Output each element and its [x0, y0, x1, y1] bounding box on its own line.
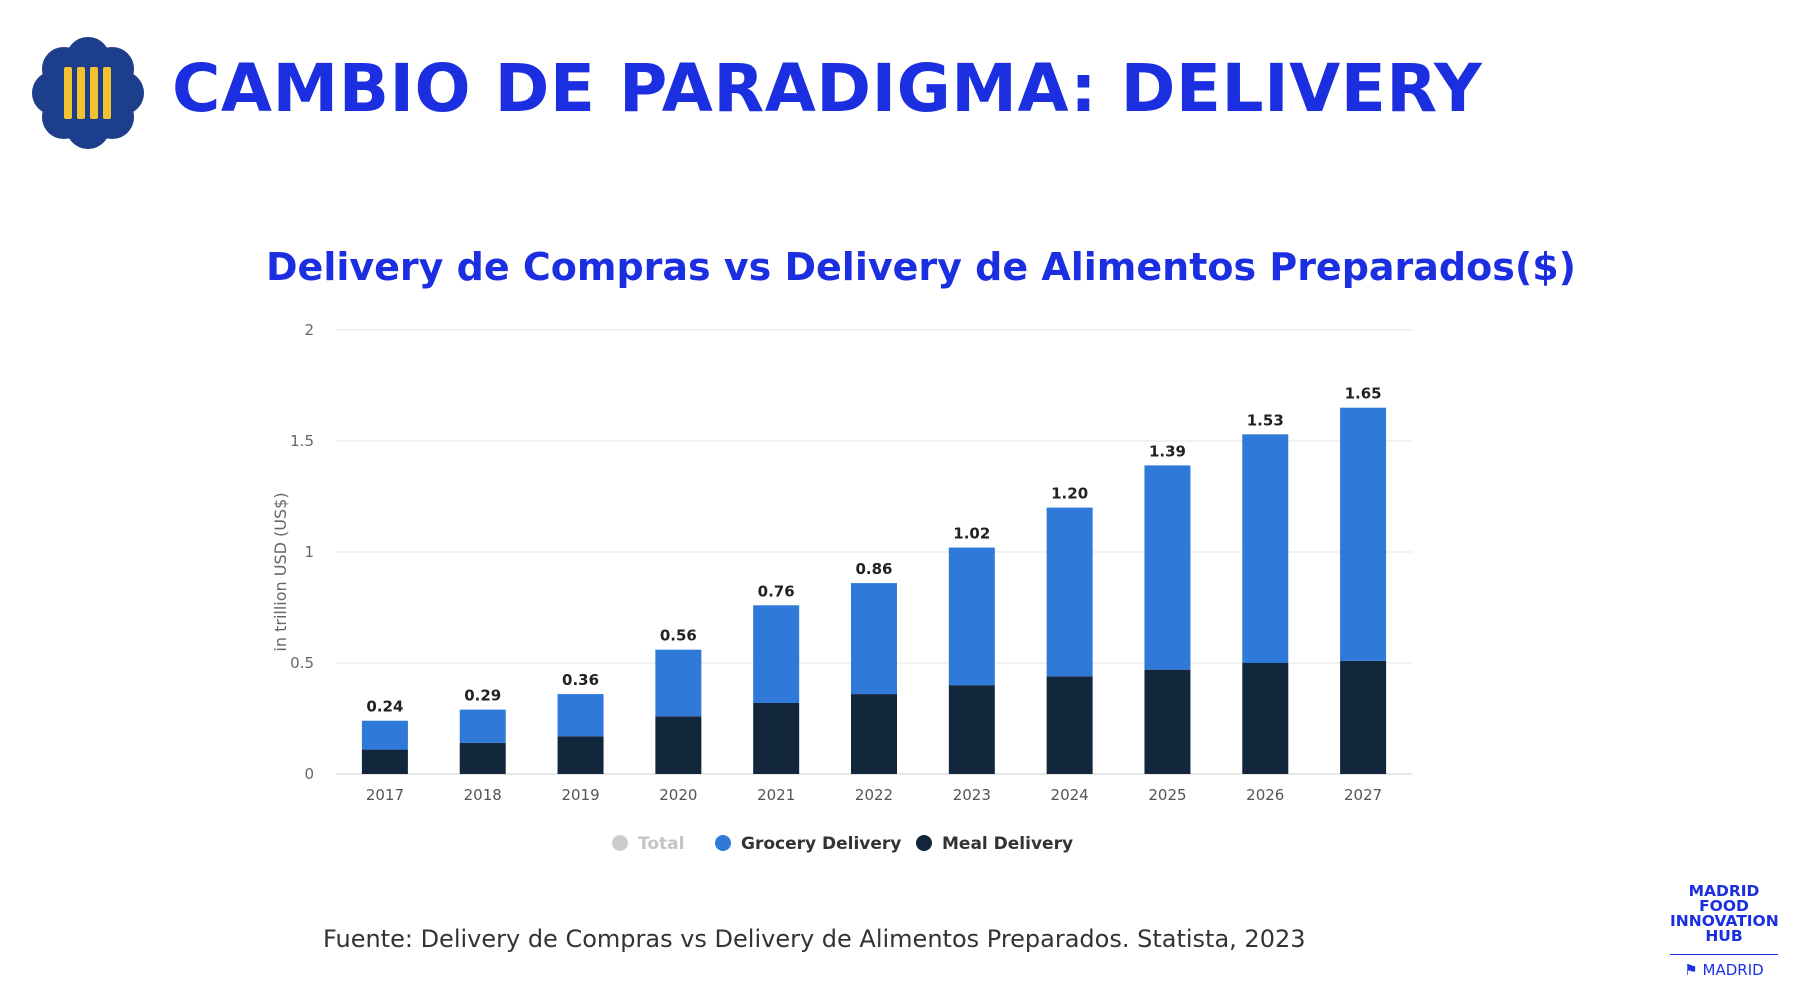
x-tick-label: 2019 — [561, 786, 599, 804]
bar-grocery-delivery — [1242, 434, 1289, 663]
data-label: 0.56 — [660, 627, 697, 645]
flower-logo-icon — [32, 37, 144, 149]
hub-logo-line: HUB — [1705, 927, 1743, 945]
page-title: CAMBIO DE PARADIGMA: DELIVERY — [172, 50, 1483, 127]
bar-meal-delivery — [655, 716, 702, 774]
hub-logo-city-label: MADRID — [1702, 961, 1764, 979]
x-tick-label: 2022 — [855, 786, 893, 804]
bar-meal-delivery — [948, 685, 995, 774]
y-tick-label: 1 — [304, 543, 314, 561]
legend-label: Meal Delivery — [942, 834, 1073, 854]
bar-meal-delivery — [1242, 663, 1289, 774]
bar-meal-delivery — [557, 736, 604, 774]
logo-stripe — [90, 67, 98, 119]
x-tick-label: 2025 — [1148, 786, 1186, 804]
bar-meal-delivery — [1046, 676, 1093, 774]
legend-label: Total — [638, 834, 684, 854]
madrid-crest-icon: ⚑ — [1684, 961, 1698, 979]
y-tick-label: 2 — [304, 321, 314, 339]
brand-logo — [30, 37, 146, 149]
data-label: 1.39 — [1149, 442, 1186, 460]
bar-meal-delivery — [851, 694, 897, 774]
chart-title: Delivery de Compras vs Delivery de Alime… — [266, 245, 1577, 289]
y-tick-label: 0 — [304, 765, 314, 783]
bar-grocery-delivery — [361, 720, 408, 750]
bar-grocery-delivery — [1046, 507, 1093, 677]
bar-grocery-delivery — [1340, 407, 1387, 661]
data-label: 1.20 — [1051, 485, 1088, 503]
x-tick-label: 2026 — [1246, 786, 1284, 804]
y-tick-label: 1.5 — [290, 432, 314, 450]
data-label: 0.36 — [562, 671, 599, 689]
data-label: 1.02 — [953, 525, 990, 543]
data-label: 1.53 — [1247, 411, 1284, 429]
bar-grocery-delivery — [459, 709, 506, 743]
bar-meal-delivery — [1144, 669, 1191, 774]
legend-label: Grocery Delivery — [741, 834, 901, 854]
data-label: 0.76 — [758, 582, 795, 600]
bar-grocery-delivery — [655, 649, 702, 717]
bar-grocery-delivery — [753, 605, 800, 703]
x-tick-label: 2018 — [464, 786, 502, 804]
logo-stripe — [77, 67, 85, 119]
data-label: 1.65 — [1345, 385, 1382, 403]
logo-stripe — [64, 67, 72, 119]
source-caption: Fuente: Delivery de Compras vs Delivery … — [323, 925, 1306, 953]
bar-grocery-delivery — [851, 583, 897, 695]
bar-grocery-delivery — [948, 547, 995, 686]
y-axis-title: in trillion USD (US$) — [271, 492, 290, 651]
hub-logo-city: ⚑ MADRID — [1670, 961, 1778, 979]
x-tick-label: 2017 — [366, 786, 404, 804]
hub-logo-divider — [1670, 954, 1778, 955]
bar-grocery-delivery — [1144, 465, 1191, 670]
data-label: 0.29 — [464, 687, 501, 705]
madrid-food-innovation-hub-logo: MADRID FOOD INNOVATION HUB ⚑ MADRID — [1670, 882, 1779, 979]
legend-marker — [715, 835, 731, 851]
data-label: 0.24 — [366, 698, 403, 716]
bar-meal-delivery — [1340, 660, 1387, 774]
bar-grocery-delivery — [557, 694, 604, 737]
x-tick-label: 2020 — [659, 786, 697, 804]
legend-marker — [916, 835, 932, 851]
hub-logo-line: MADRID — [1688, 882, 1760, 900]
x-tick-label: 2023 — [953, 786, 991, 804]
bar-meal-delivery — [459, 742, 506, 774]
bar-meal-delivery — [361, 749, 408, 774]
y-tick-label: 0.5 — [290, 654, 314, 672]
legend-marker — [612, 835, 628, 851]
hub-logo-line: INNOVATION — [1670, 912, 1779, 930]
data-label: 0.86 — [855, 560, 892, 578]
hub-logo-line: FOOD — [1699, 897, 1749, 915]
x-tick-label: 2021 — [757, 786, 795, 804]
logo-stripe — [103, 67, 111, 119]
bar-meal-delivery — [753, 702, 800, 774]
x-tick-label: 2027 — [1344, 786, 1382, 804]
x-tick-label: 2024 — [1051, 786, 1089, 804]
